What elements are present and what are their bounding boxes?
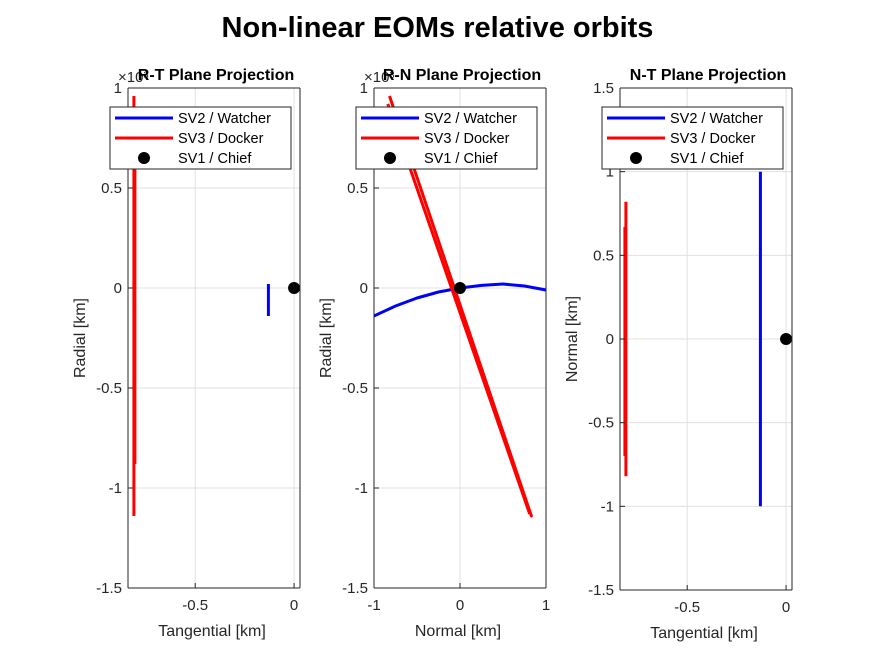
legend-entry-label: SV3 / Docker xyxy=(670,131,756,147)
y-tick-label: 0.5 xyxy=(593,247,614,264)
y-axis-label: Radial [km] xyxy=(72,298,89,378)
legend-entry-label: SV2 / Watcher xyxy=(670,111,763,127)
x-tick-label: 1 xyxy=(542,597,550,614)
legend-entry-label: SV1 / Chief xyxy=(424,151,498,167)
x-axis-label: Normal [km] xyxy=(415,623,501,640)
y-tick-label: -1.5 xyxy=(342,580,368,597)
y-exponent-label: ×10³ xyxy=(118,69,148,86)
y-exponent-label: ×10³ xyxy=(364,69,394,86)
series-line-docker xyxy=(388,95,533,518)
nt-plane-subplot: -0.5 0 -1.5 -1 -0.5 0 0.5 1 1.5 N-T Plane Project… xyxy=(564,67,793,642)
y-tick-label: 1.5 xyxy=(593,80,614,97)
legend-entry-label: SV2 / Watcher xyxy=(424,111,517,127)
chief-marker xyxy=(780,333,793,345)
chief-marker xyxy=(454,282,466,294)
y-tick-label: 0 xyxy=(606,331,614,348)
x-axis-label: Tangential [km] xyxy=(158,623,266,640)
legend-entry-label: SV1 / Chief xyxy=(178,151,252,167)
legend-entry-label: SV1 / Chief xyxy=(670,151,744,167)
series-line-docker xyxy=(386,103,532,515)
y-tick-label: -1 xyxy=(109,480,122,497)
y-tick-label: -1.5 xyxy=(96,580,122,597)
y-tick-label: -1 xyxy=(355,480,368,497)
legend-chief-marker xyxy=(630,152,642,164)
figure-title: Non-linear EOMs relative orbits xyxy=(221,12,654,44)
y-tick-label: -0.5 xyxy=(96,380,122,397)
x-tick-label: 0 xyxy=(290,597,298,614)
subplot-title: N-T Plane Projection xyxy=(630,67,786,84)
y-tick-label: 0.5 xyxy=(101,180,122,197)
y-tick-label: 1 xyxy=(114,80,122,97)
y-tick-label: -0.5 xyxy=(588,415,614,432)
x-axis-label: Tangential [km] xyxy=(650,625,758,642)
chief-marker xyxy=(288,282,301,294)
y-tick-label: 0 xyxy=(114,280,122,297)
y-tick-label: -1.5 xyxy=(588,582,614,599)
subplot-title: R-T Plane Projection xyxy=(138,67,294,84)
x-tick-label: -0.5 xyxy=(182,597,208,614)
legend[interactable]: SV2 / Watcher SV3 / Docker SV1 / Chief xyxy=(355,106,538,170)
y-tick-label: 1 xyxy=(606,164,614,181)
legend[interactable]: SV2 / Watcher SV3 / Docker SV1 / Chief xyxy=(601,106,784,170)
y-tick-label: 0.5 xyxy=(347,180,368,197)
legend-entry-label: SV2 / Watcher xyxy=(178,111,271,127)
subplot-title: R-N Plane Projection xyxy=(383,67,541,84)
y-tick-label: -1 xyxy=(601,498,614,515)
legend-entry-label: SV3 / Docker xyxy=(424,131,510,147)
y-axis-label: Radial [km] xyxy=(318,298,335,378)
x-tick-label: 0 xyxy=(782,599,790,616)
x-tick-label: -0.5 xyxy=(674,599,700,616)
legend[interactable]: SV2 / Watcher SV3 / Docker SV1 / Chief xyxy=(109,106,292,170)
y-tick-label: 0 xyxy=(360,280,368,297)
x-tick-label: -1 xyxy=(367,597,380,614)
legend-chief-marker xyxy=(138,152,150,164)
x-tick-label: 0 xyxy=(456,597,464,614)
plot-area xyxy=(128,88,300,588)
legend-chief-marker xyxy=(384,152,396,164)
y-axis-label: Normal [km] xyxy=(564,296,581,382)
y-tick-label: -0.5 xyxy=(342,380,368,397)
y-tick-label: 1 xyxy=(360,80,368,97)
legend-entry-label: SV3 / Docker xyxy=(178,131,264,147)
